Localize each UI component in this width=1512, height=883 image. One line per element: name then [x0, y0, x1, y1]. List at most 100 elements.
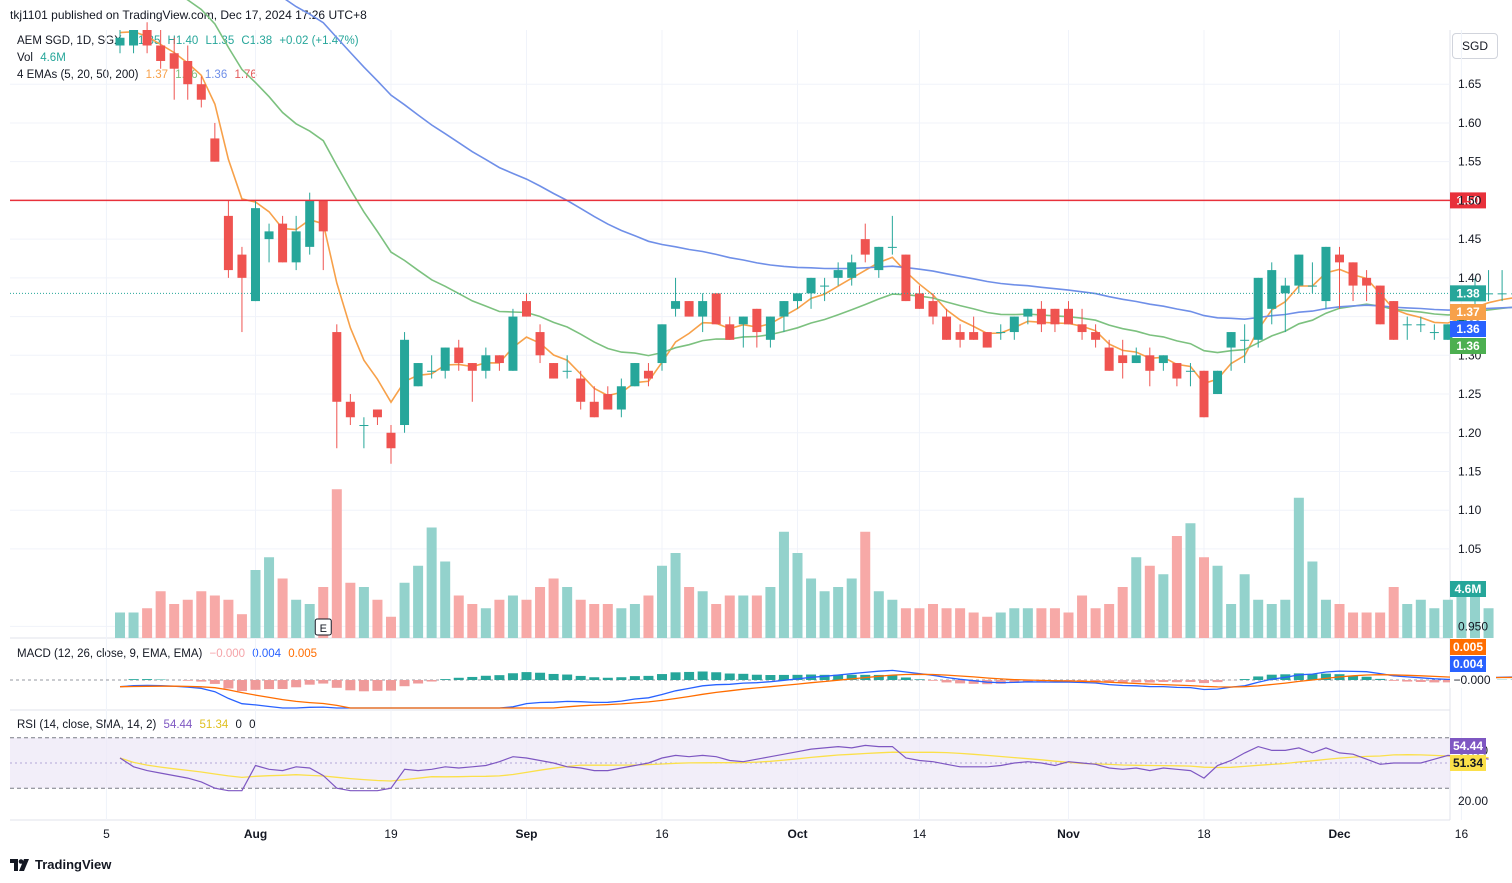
tradingview-logo-icon: [10, 858, 29, 871]
candle-body: [440, 347, 450, 371]
volume-bar: [941, 608, 952, 638]
last-price-tag: [1450, 285, 1486, 302]
candle-body: [860, 239, 870, 255]
macd-histogram-bar: [1212, 680, 1223, 683]
volume-label: Vol: [17, 52, 33, 64]
macd-histogram-bar: [250, 680, 261, 690]
time-tick-label: Dec: [1328, 827, 1350, 841]
macd-line-value: 0.004: [252, 648, 282, 660]
volume-value: 4.6M: [40, 52, 66, 64]
volume-bar: [860, 531, 871, 638]
rsi-legend[interactable]: RSI (14, close, SMA, 14, 2) 54.44 51.34 …: [17, 719, 260, 731]
currency-button[interactable]: SGD: [1452, 33, 1498, 59]
ema50-line: [284, 0, 1512, 321]
symbol-label[interactable]: AEM SGD, 1D, SGX: [17, 35, 122, 47]
candle-body: [237, 254, 247, 278]
macd-histogram-bar: [236, 680, 247, 692]
macd-histogram-bar: [304, 680, 315, 685]
candle-body: [345, 401, 355, 418]
volume-bar: [358, 587, 369, 638]
ema5-value: 1.37: [145, 69, 169, 81]
macd-histogram-bar: [1185, 680, 1196, 682]
volume-bar: [142, 608, 153, 638]
volume-bar: [155, 591, 166, 638]
volume-bar: [1063, 612, 1074, 638]
volume-bar: [1077, 595, 1088, 638]
candle-body: [996, 332, 1006, 334]
volume-bar: [1185, 523, 1196, 638]
volume-bar: [629, 604, 640, 638]
volume-bar: [1348, 612, 1359, 638]
macd-histogram-bar: [1199, 680, 1209, 684]
candle-body: [1118, 355, 1128, 364]
macd-histogram-bar: [914, 679, 925, 680]
macd-hist-tag: [1450, 672, 1496, 688]
macd-histogram-bar: [1090, 680, 1101, 682]
candle-body: [1280, 285, 1290, 294]
volume-bar: [751, 595, 762, 638]
candle-body: [169, 53, 179, 69]
macd-histogram-bar: [1171, 680, 1182, 683]
volume-legend[interactable]: Vol 4.6M: [17, 52, 70, 64]
macd-legend[interactable]: MACD (12, 26, close, 9, EMA, EMA) −0.000…: [17, 648, 321, 660]
volume-bar: [1266, 604, 1277, 638]
tradingview-logo: TradingView: [10, 857, 111, 872]
macd-histogram-bar: [223, 680, 234, 689]
volume-bar: [1158, 574, 1169, 638]
volume-bar: [1009, 608, 1020, 638]
volume-bar: [1361, 612, 1372, 638]
candle-body: [1226, 332, 1236, 348]
volume-bar: [1402, 604, 1413, 638]
volume-bar: [128, 612, 139, 638]
macd-histogram-bar: [1266, 674, 1277, 680]
rsi-value: 54.44: [163, 719, 193, 731]
candle-body: [535, 332, 545, 356]
volume-bar: [724, 595, 735, 638]
change-value: +0.02 (+1.47%): [279, 35, 359, 47]
macd-histogram-bar: [480, 675, 491, 680]
volume-bar: [182, 599, 193, 638]
volume-bar: [657, 565, 667, 638]
candle-body: [752, 308, 762, 333]
rsi-ma-axis-tag: [1450, 755, 1486, 771]
earnings-marker: [314, 618, 332, 636]
macd-histogram-bar: [1077, 680, 1088, 682]
volume-bar: [372, 599, 383, 638]
candle-body: [1199, 370, 1209, 418]
volume-bar: [507, 595, 518, 638]
horizontal-line-label: 1.50: [1456, 193, 1480, 207]
price-tick-label: 1.15: [1458, 464, 1482, 478]
volume-bar: [1320, 599, 1331, 638]
chart-canvas[interactable]: E 1.50 1.651.601.551.501.451.401.351.301…: [0, 0, 1512, 850]
macd-histogram-bar: [182, 680, 193, 681]
volume-bar: [535, 587, 546, 638]
macd-histogram-bar: [1429, 680, 1440, 683]
candle-body: [942, 316, 952, 340]
volume-bar: [223, 599, 234, 638]
volume-bar: [250, 570, 261, 638]
volume-bar: [1253, 599, 1264, 638]
brand-label: TradingView: [35, 857, 112, 872]
candle-body: [914, 293, 924, 309]
macd-signal-axis-label: 0.005: [1453, 640, 1483, 654]
macd-histogram-bar: [738, 673, 749, 680]
ema5-axis-label: 1.37: [1456, 305, 1480, 319]
volume-bar: [209, 595, 220, 638]
candle-body: [833, 270, 843, 278]
macd-histogram-bar: [900, 677, 911, 680]
price-tick-label: 1.40: [1458, 271, 1482, 285]
time-tick-label: Sep: [515, 827, 537, 841]
volume-bar: [1429, 608, 1440, 638]
candle-body: [1497, 293, 1507, 295]
price-tick-label: 1.50: [1458, 193, 1482, 207]
volume-bar: [494, 599, 505, 638]
candle-body: [630, 363, 640, 387]
volume-bar: [386, 616, 396, 638]
volume-bar: [345, 582, 356, 638]
candle-body: [494, 355, 504, 364]
candle-body: [820, 285, 830, 287]
macd-histogram-bar: [1307, 674, 1318, 680]
candle-body: [1009, 316, 1019, 333]
volume-bar: [115, 612, 125, 638]
volume-bar: [819, 591, 830, 638]
